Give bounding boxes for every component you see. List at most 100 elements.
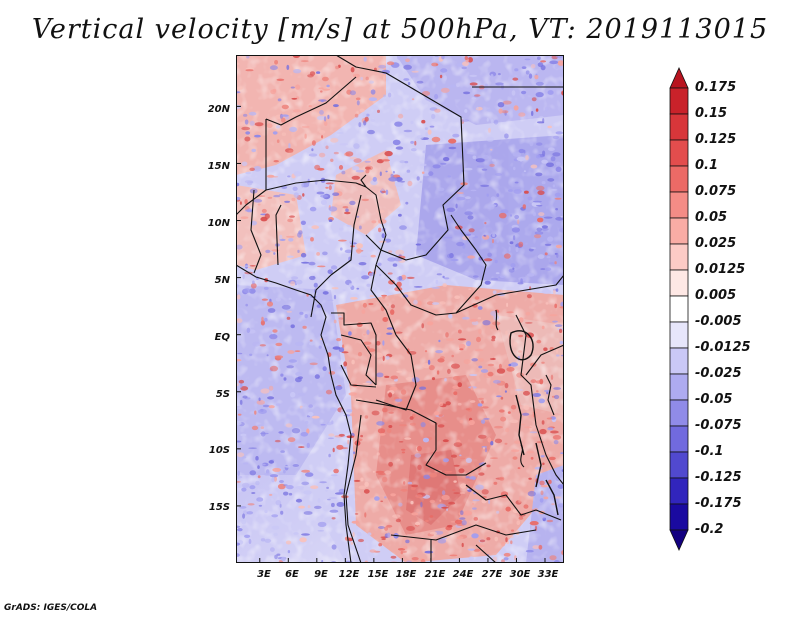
field-cell — [335, 492, 344, 495]
field-cell — [559, 306, 564, 309]
field-cell — [336, 132, 344, 134]
field-cell — [466, 488, 470, 490]
field-cell — [462, 61, 469, 66]
field-cell — [248, 288, 256, 294]
field-cell — [557, 503, 564, 508]
field-cell — [547, 427, 554, 431]
field-cell — [388, 66, 391, 71]
field-cell — [469, 82, 478, 86]
field-cell — [376, 372, 384, 378]
field-cell — [245, 303, 248, 307]
field-cell — [494, 536, 499, 542]
field-cell — [419, 386, 427, 390]
field-cell — [397, 548, 406, 551]
field-cell — [286, 310, 292, 313]
field-cell — [476, 158, 486, 163]
field-cell — [369, 295, 375, 297]
field-cell — [319, 481, 327, 484]
field-cell — [458, 343, 466, 350]
field-cell — [549, 555, 557, 561]
field-cell — [521, 90, 527, 95]
field-cell — [477, 317, 481, 320]
field-cell — [494, 425, 503, 429]
field-cell — [421, 323, 424, 329]
field-cell — [364, 481, 369, 487]
field-cell — [461, 520, 467, 526]
field-cell — [271, 514, 279, 518]
field-cell — [275, 297, 281, 302]
field-cell — [507, 535, 514, 539]
field-cell — [311, 148, 314, 152]
field-cell — [353, 451, 356, 455]
field-cell — [386, 428, 392, 434]
field-cell — [381, 407, 388, 413]
field-cell — [442, 275, 445, 279]
field-cell — [283, 484, 288, 487]
field-cell — [465, 457, 472, 463]
field-cell — [394, 121, 403, 127]
field-cell — [348, 283, 353, 288]
field-cell — [301, 125, 310, 129]
field-cell — [325, 389, 333, 395]
field-cell — [349, 156, 357, 160]
field-cell — [504, 390, 507, 393]
field-cell — [400, 488, 408, 492]
field-cell — [293, 171, 302, 177]
field-cell — [476, 106, 479, 110]
field-cell — [532, 545, 540, 550]
field-cell — [301, 261, 310, 264]
field-cell — [325, 490, 328, 492]
field-cell — [327, 269, 333, 274]
field-cell — [241, 519, 247, 525]
field-cell — [381, 159, 390, 162]
field-cell — [460, 510, 464, 515]
field-cell — [258, 397, 261, 402]
field-cell — [467, 57, 473, 63]
field-cell — [320, 199, 327, 205]
field-cell — [263, 286, 269, 290]
field-cell — [493, 481, 498, 485]
field-cell — [313, 282, 318, 288]
field-cell — [242, 456, 247, 459]
field-cell — [517, 467, 521, 470]
field-cell — [392, 514, 401, 518]
field-cell — [524, 58, 531, 61]
field-cell — [539, 480, 545, 486]
field-cell — [322, 366, 327, 372]
field-cell — [435, 63, 439, 66]
field-cell — [407, 481, 413, 485]
field-cell — [518, 516, 524, 520]
field-cell — [400, 389, 407, 395]
field-cell — [420, 501, 423, 508]
field-cell — [309, 275, 316, 281]
field-cell — [314, 505, 322, 509]
field-cell — [291, 112, 297, 116]
field-cell — [370, 254, 376, 258]
field-cell — [406, 169, 411, 173]
field-cell — [378, 64, 386, 69]
colorbar-swatch — [669, 217, 689, 245]
field-cell — [242, 274, 245, 280]
field-cell — [429, 499, 435, 504]
colorbar-label: 0.15 — [695, 106, 728, 121]
field-cell — [514, 388, 524, 392]
field-cell — [323, 116, 327, 122]
field-cell — [450, 258, 459, 262]
field-cell — [530, 379, 537, 384]
field-cell — [432, 164, 441, 169]
colorbar-swatch — [669, 477, 689, 505]
field-cell — [253, 166, 262, 172]
field-cell — [556, 354, 560, 357]
field-cell — [477, 306, 483, 310]
field-cell — [423, 474, 431, 480]
field-cell — [351, 359, 355, 365]
field-cell — [483, 417, 490, 420]
field-cell — [249, 265, 256, 267]
field-cell — [496, 193, 500, 198]
field-cell — [286, 255, 294, 258]
field-cell — [332, 192, 340, 196]
field-cell — [388, 250, 393, 253]
field-cell — [512, 152, 522, 157]
field-cell — [417, 300, 422, 307]
field-cell — [240, 386, 249, 391]
